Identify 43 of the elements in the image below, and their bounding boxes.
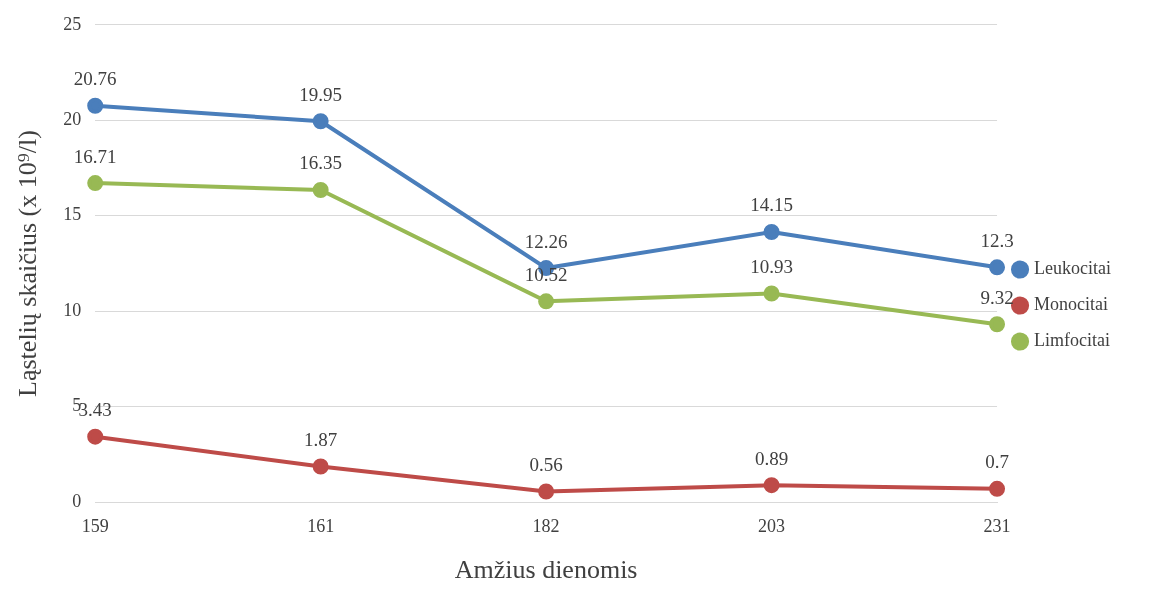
point <box>312 113 329 130</box>
data-label: 1.87 <box>304 428 338 450</box>
y-tick-label: 25 <box>63 13 82 34</box>
y-tick-label: 20 <box>63 109 82 130</box>
legend-label: Limfocitai <box>1034 330 1111 351</box>
point <box>989 480 1006 497</box>
x-tick-label: 161 <box>307 515 335 536</box>
data-label: 9.32 <box>980 286 1014 308</box>
x-tick-label: 182 <box>532 515 560 536</box>
x-tick-label: 203 <box>758 515 786 536</box>
point <box>538 293 555 310</box>
point <box>87 175 104 192</box>
data-label: 10.52 <box>524 263 568 285</box>
data-label: 10.93 <box>750 255 793 277</box>
data-label: 0.7 <box>985 451 1009 473</box>
point <box>87 428 104 445</box>
point <box>87 97 104 114</box>
data-label: 16.71 <box>73 145 117 167</box>
point <box>763 285 780 302</box>
point <box>312 458 329 475</box>
legend-label: Leukocitai <box>1034 258 1111 279</box>
data-label: 16.35 <box>299 152 343 174</box>
data-label: 0.89 <box>754 447 789 469</box>
y-tick-label: 0 <box>72 490 82 511</box>
data-label: 14.15 <box>750 194 793 216</box>
legend-label: Monocitai <box>1034 294 1109 315</box>
point <box>989 259 1006 276</box>
point <box>312 181 329 198</box>
x-axis-title: Amžius dienomis <box>454 555 638 585</box>
data-label: 19.95 <box>299 83 343 105</box>
data-label: 20.76 <box>73 68 117 90</box>
data-label: 0.56 <box>529 453 563 475</box>
y-axis-title: Ląstelių skaičius (x 10⁹/l) <box>13 130 43 397</box>
point <box>763 223 780 240</box>
data-label: 12.26 <box>524 230 568 252</box>
point <box>763 477 780 494</box>
point <box>538 483 555 500</box>
data-label: 12.3 <box>980 229 1014 251</box>
y-tick-label: 15 <box>63 204 82 225</box>
x-tick-label: 159 <box>81 515 109 536</box>
x-tick-label: 231 <box>983 515 1011 536</box>
y-tick-label: 10 <box>63 299 82 320</box>
point <box>989 316 1006 333</box>
